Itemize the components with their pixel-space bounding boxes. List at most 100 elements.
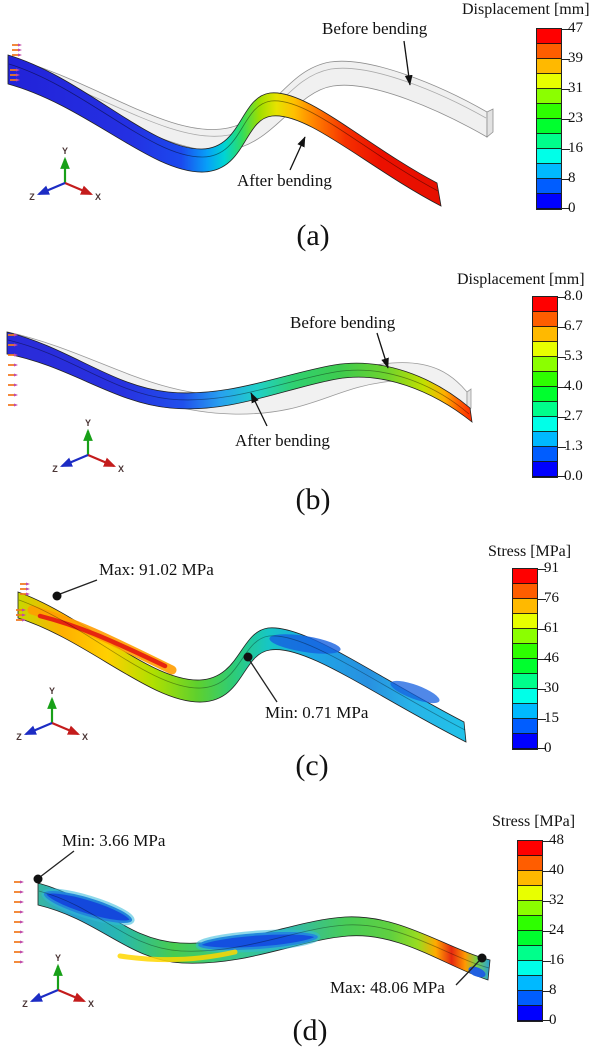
colorbar-c [512,568,546,750]
colorbar-tick-mark [557,297,566,298]
beam-plot-a: Y X Z [7,40,494,207]
fixed-support-markers [20,582,30,596]
colorbar-tick-label: 91 [544,560,559,576]
fixed-support-markers [14,880,24,964]
triad-x-label: X [82,732,88,742]
deformed-beam-edge-line [7,339,470,415]
colorbar-tick-label: 8 [568,170,576,186]
colorbar-tick-mark [557,417,566,418]
colorbar-tick-label: 48 [549,832,564,848]
max-leader-line [59,579,98,595]
colorbar-tick-label: 8 [549,982,557,998]
stress-hotspot-red [37,613,168,669]
colorbar-tick-mark [537,629,546,630]
annotation-before-bending: Before bending [322,19,428,38]
min-point-marker [243,652,253,662]
colorbar-tick-label: 5.3 [564,348,583,364]
colorbar-title: Displacement [mm] [457,271,585,288]
colorbar-tick-mark [557,387,566,388]
colorbar-tick-mark [561,59,570,60]
triad-x-label: X [118,464,124,474]
annotation-min-stress: Min: 3.66 MPa [62,831,166,850]
colorbar-tick-label: 47 [568,20,583,36]
stress-beam-edge-line [18,599,466,731]
colorbar-labels: 91 76 61 46 30 15 0 [544,560,586,756]
colorbar-tick-mark [557,476,566,477]
triad-x-label: X [95,192,101,202]
annotation-min-stress: Min: 0.71 MPa [265,703,369,722]
colorbar-tick-mark [561,119,570,120]
colorbar-title: Stress [MPa] [492,813,576,830]
deformed-beam [7,54,442,207]
colorbar-tick-label: 0 [549,1012,557,1028]
colorbar-tick-mark [542,1020,551,1021]
max-leader-line [455,960,480,986]
low-stress-patch [468,966,486,978]
subfigure-b: Y X Z Before bending After bending Displ… [0,256,600,524]
annotation-max-stress: Max: 91.02 MPa [99,560,214,579]
colorbar-labels: 47 39 31 23 16 8 0 [568,20,600,216]
colorbar-title: Displacement [mm] [462,1,590,18]
low-stress-patch [390,680,440,704]
colorbar-labels: 48 40 32 24 16 8 0 [549,832,591,1028]
fixed-support-markers [8,333,18,407]
annotation-after-bending: After bending [235,431,330,450]
subfigure-caption-d: (d) [292,1014,328,1047]
triad-y-label: Y [49,686,55,696]
max-point-marker [52,591,62,601]
min-leader-line [39,850,75,878]
colorbar-tick-mark [542,991,551,992]
colorbar-tick-label: 39 [568,50,583,66]
colorbar-tick-label: 0 [544,740,552,756]
colorbar-tick-mark [561,29,570,30]
fixed-support-markers [10,68,20,82]
colorbar-tick-mark [537,689,546,690]
triad-y-label: Y [85,418,91,428]
colorbar-tick-label: 4.0 [564,378,583,394]
colorbar-tick-label: 31 [568,80,583,96]
colorbar-a [536,28,570,210]
triad-z-label: Z [29,192,35,202]
colorbar-title: Stress [MPa] [488,543,572,560]
fixed-support-markers [16,608,26,622]
fixed-support-markers [12,43,22,57]
coordinate-triad: Y X Z [29,146,101,202]
triad-z-label: Z [22,999,28,1009]
low-stress-patch [41,888,135,926]
subfigure-caption-c: (c) [295,749,329,782]
min-leader-line [249,660,278,703]
annotation-before-bending: Before bending [290,313,396,332]
colorbar-tick-label: 16 [568,140,583,156]
max-point-marker [477,953,487,963]
undeformed-beam-end-face [486,108,494,138]
colorbar-tick-mark [561,149,570,150]
colorbar-tick-label: 16 [549,952,564,968]
subfigure-d: Y X Z Min: 3.66 MPa Max: 48.06 MPa Stres… [0,790,600,1054]
coordinate-triad: Y X Z [52,418,124,474]
colorbar-tick-mark [537,748,546,749]
subfigure-caption-a: (a) [296,219,330,252]
colorbar-tick-label: 32 [549,892,564,908]
triad-y-label: Y [55,953,61,963]
colorbar-tick-mark [542,961,551,962]
deformed-beam [6,331,473,423]
colorbar-tick-mark [537,599,546,600]
subfigure-caption-b: (b) [295,483,331,516]
before-bending-arrow [403,40,413,86]
colorbar-d [517,840,551,1022]
beam-plot-b: Y X Z [6,331,473,474]
colorbar-tick-mark [561,89,570,90]
colorbar-tick-label: 0 [568,200,576,216]
colorbar-b [532,296,566,478]
colorbar-tick-mark [542,871,551,872]
colorbar-tick-mark [537,719,546,720]
annotation-after-bending: After bending [237,171,332,190]
colorbar-tick-label: 1.3 [564,438,583,454]
colorbar-tick-label: 46 [544,650,559,666]
colorbar-tick-label: 2.7 [564,408,583,424]
triad-x-label: X [88,999,94,1009]
low-stress-patch [269,634,341,654]
colorbar-tick-mark [537,659,546,660]
triad-z-label: Z [52,464,58,474]
colorbar-tick-mark [561,208,570,209]
